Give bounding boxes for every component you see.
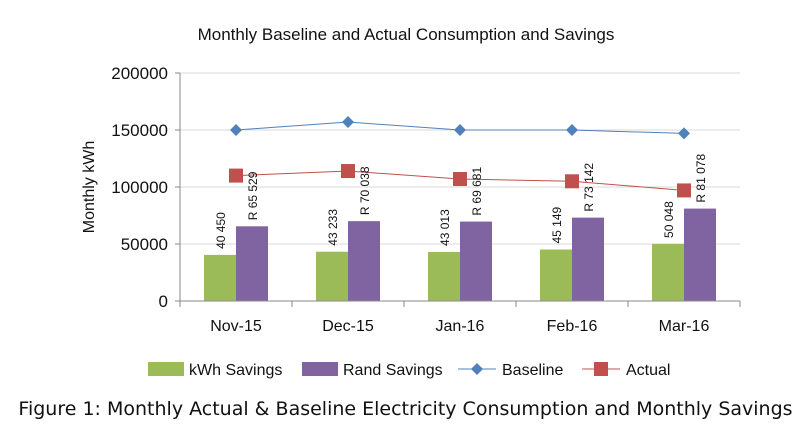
x-tick-label: Jan-16 xyxy=(436,318,485,335)
data-label: 43 233 xyxy=(326,209,340,246)
legend-swatch xyxy=(148,362,184,376)
bar xyxy=(316,251,348,301)
bar xyxy=(540,249,572,301)
legend-marker xyxy=(594,362,608,376)
chart: Monthly Baseline and Actual Consumption … xyxy=(81,25,741,379)
data-point xyxy=(229,168,243,183)
axes: 0 50000 100000 150000 200000 Nov-15 Dec-15 Jan-… xyxy=(111,64,741,335)
gridlines xyxy=(180,72,740,245)
bar xyxy=(460,221,492,301)
data-point xyxy=(341,164,355,179)
data-label: 50 048 xyxy=(662,201,676,238)
data-point xyxy=(565,174,579,189)
legend-marker xyxy=(471,363,483,375)
legend: kWh Savings Rand Savings Baseline Actual xyxy=(148,362,670,379)
figure-caption: Figure 1: Monthly Actual & Baseline Elec… xyxy=(18,398,793,420)
data-label: R 81 078 xyxy=(694,154,708,203)
data-point xyxy=(453,172,467,187)
legend-label: Rand Savings xyxy=(343,362,443,379)
bar xyxy=(652,243,684,301)
bar xyxy=(428,251,460,301)
data-labels: 40 450 43 233 43 013 45 149 50 048 R 65 529 R … xyxy=(214,154,708,249)
data-point xyxy=(566,124,578,136)
data-label: R 69 681 xyxy=(470,167,484,216)
y-axis-label: Monthly kWh xyxy=(81,141,98,233)
legend-label: kWh Savings xyxy=(189,362,282,379)
bar xyxy=(236,226,268,301)
data-point xyxy=(342,116,354,129)
data-point xyxy=(230,124,242,136)
data-label: 43 013 xyxy=(438,209,452,246)
legend-label: Baseline xyxy=(502,362,563,379)
y-tick-label: 200000 xyxy=(111,64,168,83)
x-tick-label: Nov-15 xyxy=(210,318,262,335)
series-lines xyxy=(229,116,691,198)
bar xyxy=(348,221,380,301)
data-label: 40 450 xyxy=(214,212,228,249)
bar xyxy=(204,254,236,301)
bars xyxy=(204,208,716,301)
x-tick-label: Mar-16 xyxy=(659,318,710,335)
data-label: 45 149 xyxy=(550,207,564,244)
y-tick-label: 0 xyxy=(159,292,168,311)
data-label: R 65 529 xyxy=(246,171,260,220)
bar xyxy=(572,217,604,301)
data-label: R 70 038 xyxy=(358,166,372,215)
data-label: R 73 142 xyxy=(582,163,596,212)
bar xyxy=(684,208,716,301)
x-tick-label: Dec-15 xyxy=(322,318,374,335)
y-tick-label: 150000 xyxy=(111,121,168,140)
y-tick-label: 100000 xyxy=(111,178,168,197)
x-tick-label: Feb-16 xyxy=(547,318,598,335)
data-point xyxy=(678,127,690,140)
data-point xyxy=(677,183,691,198)
data-point xyxy=(454,124,466,136)
chart-title: Monthly Baseline and Actual Consumption … xyxy=(198,25,615,44)
legend-swatch xyxy=(302,362,338,376)
legend-label: Actual xyxy=(626,362,670,379)
y-tick-label: 50000 xyxy=(121,235,168,254)
